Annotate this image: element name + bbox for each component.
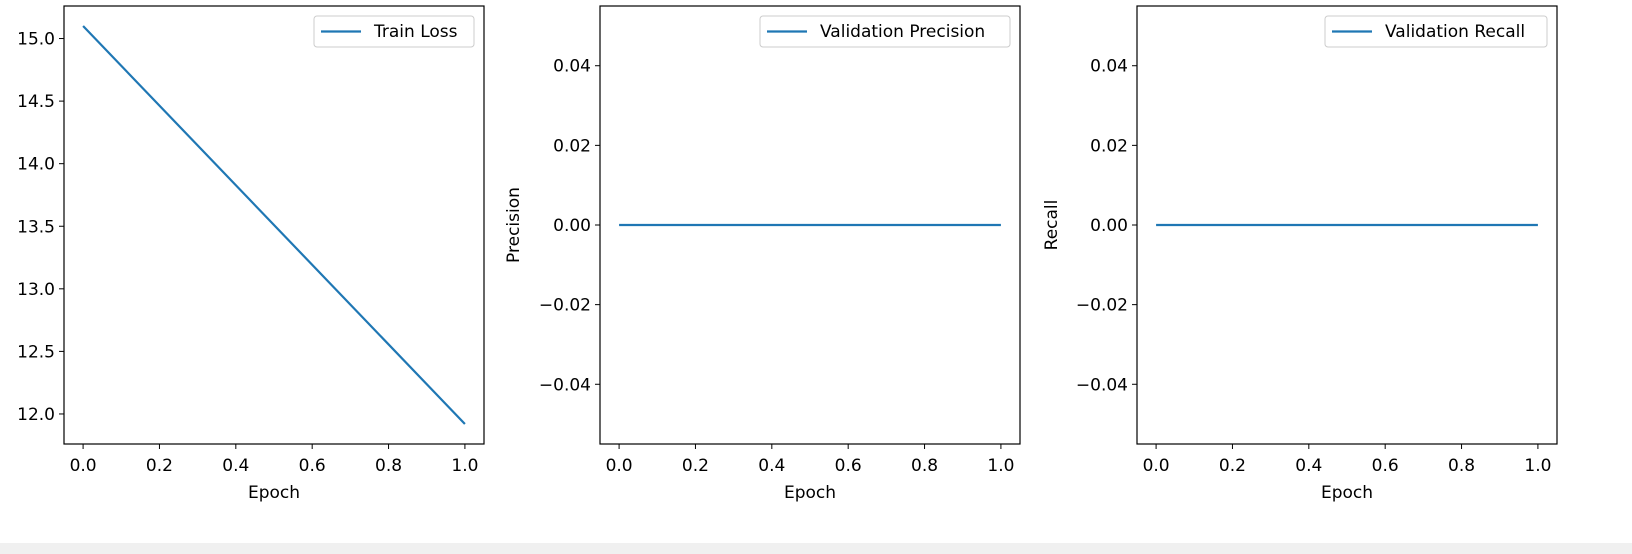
- x-tick-label: 0.0: [1143, 456, 1170, 476]
- x-tick-label: 0.0: [70, 456, 97, 476]
- x-tick-label: 0.8: [911, 456, 938, 476]
- x-axis-label: Epoch: [1321, 483, 1373, 503]
- y-tick-label: 13.0: [17, 280, 55, 300]
- x-axis-label: Epoch: [784, 483, 836, 503]
- x-tick-label: 0.4: [758, 456, 785, 476]
- y-axis-label: Recall: [1042, 200, 1062, 251]
- legend-label: Validation Recall: [1385, 22, 1525, 42]
- y-tick-label: −0.04: [1076, 375, 1128, 395]
- legend: Train Loss: [313, 15, 475, 48]
- x-tick-label: 0.4: [1295, 456, 1322, 476]
- x-tick-label: 1.0: [1524, 456, 1551, 476]
- y-tick-label: 12.5: [17, 342, 55, 362]
- x-tick-label: 0.4: [222, 456, 249, 476]
- x-tick-label: 0.8: [375, 456, 402, 476]
- y-axis-label: Precision: [504, 187, 524, 263]
- x-tick-label: 0.2: [682, 456, 709, 476]
- legend-box: [1324, 15, 1548, 48]
- y-tick-label: 0.04: [1090, 57, 1128, 77]
- x-tick-label: 1.0: [451, 456, 478, 476]
- y-tick-label: −0.02: [1076, 296, 1128, 316]
- y-tick-label: 0.02: [553, 136, 591, 156]
- y-tick-label: 0.04: [553, 57, 591, 77]
- legend-box: [759, 15, 1011, 48]
- y-tick-label: 15.0: [17, 30, 55, 50]
- x-tick-label: 0.6: [299, 456, 326, 476]
- plot-frame: [599, 5, 1021, 445]
- x-tick-label: 0.0: [606, 456, 633, 476]
- plot-frame: [63, 5, 485, 445]
- y-tick-label: 0.00: [1090, 216, 1128, 236]
- x-tick-label: 0.2: [1219, 456, 1246, 476]
- y-tick-label: 12.0: [17, 405, 55, 425]
- y-tick-label: −0.02: [539, 296, 591, 316]
- chart-panel-3: 0.0 0.2 0.4 0.6 0.8 1.0 −0.04 −0.02 0.00 0.02 0.04…: [1042, 5, 1558, 503]
- series-line: [82, 25, 466, 425]
- legend-label: Train Loss: [373, 22, 458, 42]
- chart-panel-2: 0.0 0.2 0.4 0.6 0.8 1.0 −0.04 −0.02 0.00 0.02 0.04…: [504, 5, 1021, 503]
- y-tick-label: 0.00: [553, 216, 591, 236]
- x-tick-label: 0.8: [1448, 456, 1475, 476]
- plot-frame: [1136, 5, 1558, 445]
- legend-box: [313, 15, 475, 48]
- chart-panel-1: 0.0 0.2 0.4 0.6 0.8 1.0 12.0 12.5 13.0 13.5 14.0 14…: [17, 5, 485, 503]
- x-tick-label: 0.6: [835, 456, 862, 476]
- x-axis-label: Epoch: [248, 483, 300, 503]
- legend: Validation Recall: [1324, 15, 1548, 48]
- x-tick-label: 1.0: [987, 456, 1014, 476]
- legend-label: Validation Precision: [820, 22, 985, 42]
- x-tick-label: 0.2: [146, 456, 173, 476]
- x-tick-label: 0.6: [1372, 456, 1399, 476]
- y-tick-label: 14.0: [17, 155, 55, 175]
- y-tick-label: 0.02: [1090, 136, 1128, 156]
- y-tick-label: 14.5: [17, 92, 55, 112]
- y-tick-label: 13.5: [17, 217, 55, 237]
- legend: Validation Precision: [759, 15, 1011, 48]
- y-tick-label: −0.04: [539, 375, 591, 395]
